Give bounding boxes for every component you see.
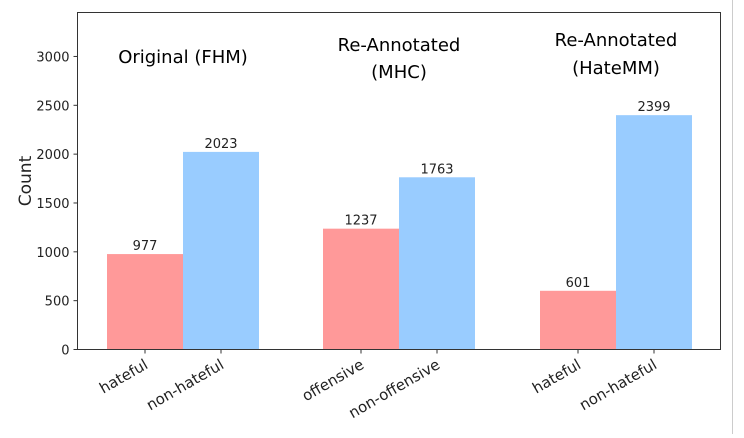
y-tick-label: 1000 — [36, 246, 69, 261]
y-axis-label: Count — [16, 155, 36, 206]
group-title: Re-Annotated — [555, 30, 678, 51]
bar-non-hateful — [183, 151, 259, 350]
y-tick-label: 1500 — [36, 197, 69, 212]
data-label: 1237 — [344, 214, 377, 229]
group-title: Original (FHM) — [118, 47, 248, 68]
y-tick-label: 2500 — [36, 99, 69, 114]
group-title: Re-Annotated — [338, 35, 461, 56]
y-tick-label: 2000 — [36, 148, 69, 163]
x-tick-label: hateful — [96, 355, 151, 397]
y-tick-label: 3000 — [36, 50, 69, 65]
y-tick-label: 0 — [61, 344, 69, 359]
bar-hateful — [107, 254, 183, 350]
x-tick-label: non-hateful — [143, 355, 227, 414]
group-title: (HateMM) — [572, 58, 660, 79]
x-tick-label: non-hateful — [576, 355, 660, 414]
x-tick-label: hateful — [529, 355, 584, 397]
group-title: (MHC) — [371, 62, 427, 83]
bar-non-offensive — [399, 177, 475, 350]
data-label: 2399 — [637, 100, 670, 115]
plot-frame — [77, 12, 721, 350]
data-label: 601 — [566, 276, 591, 291]
data-label: 2023 — [204, 137, 237, 152]
bar-non-hateful — [616, 115, 692, 350]
bar-offensive — [323, 228, 399, 350]
bar-hateful — [540, 290, 616, 350]
data-label: 977 — [133, 239, 158, 254]
x-tick-label: offensive — [299, 355, 367, 405]
data-label: 1763 — [420, 162, 453, 177]
y-tick-label: 500 — [45, 295, 70, 310]
